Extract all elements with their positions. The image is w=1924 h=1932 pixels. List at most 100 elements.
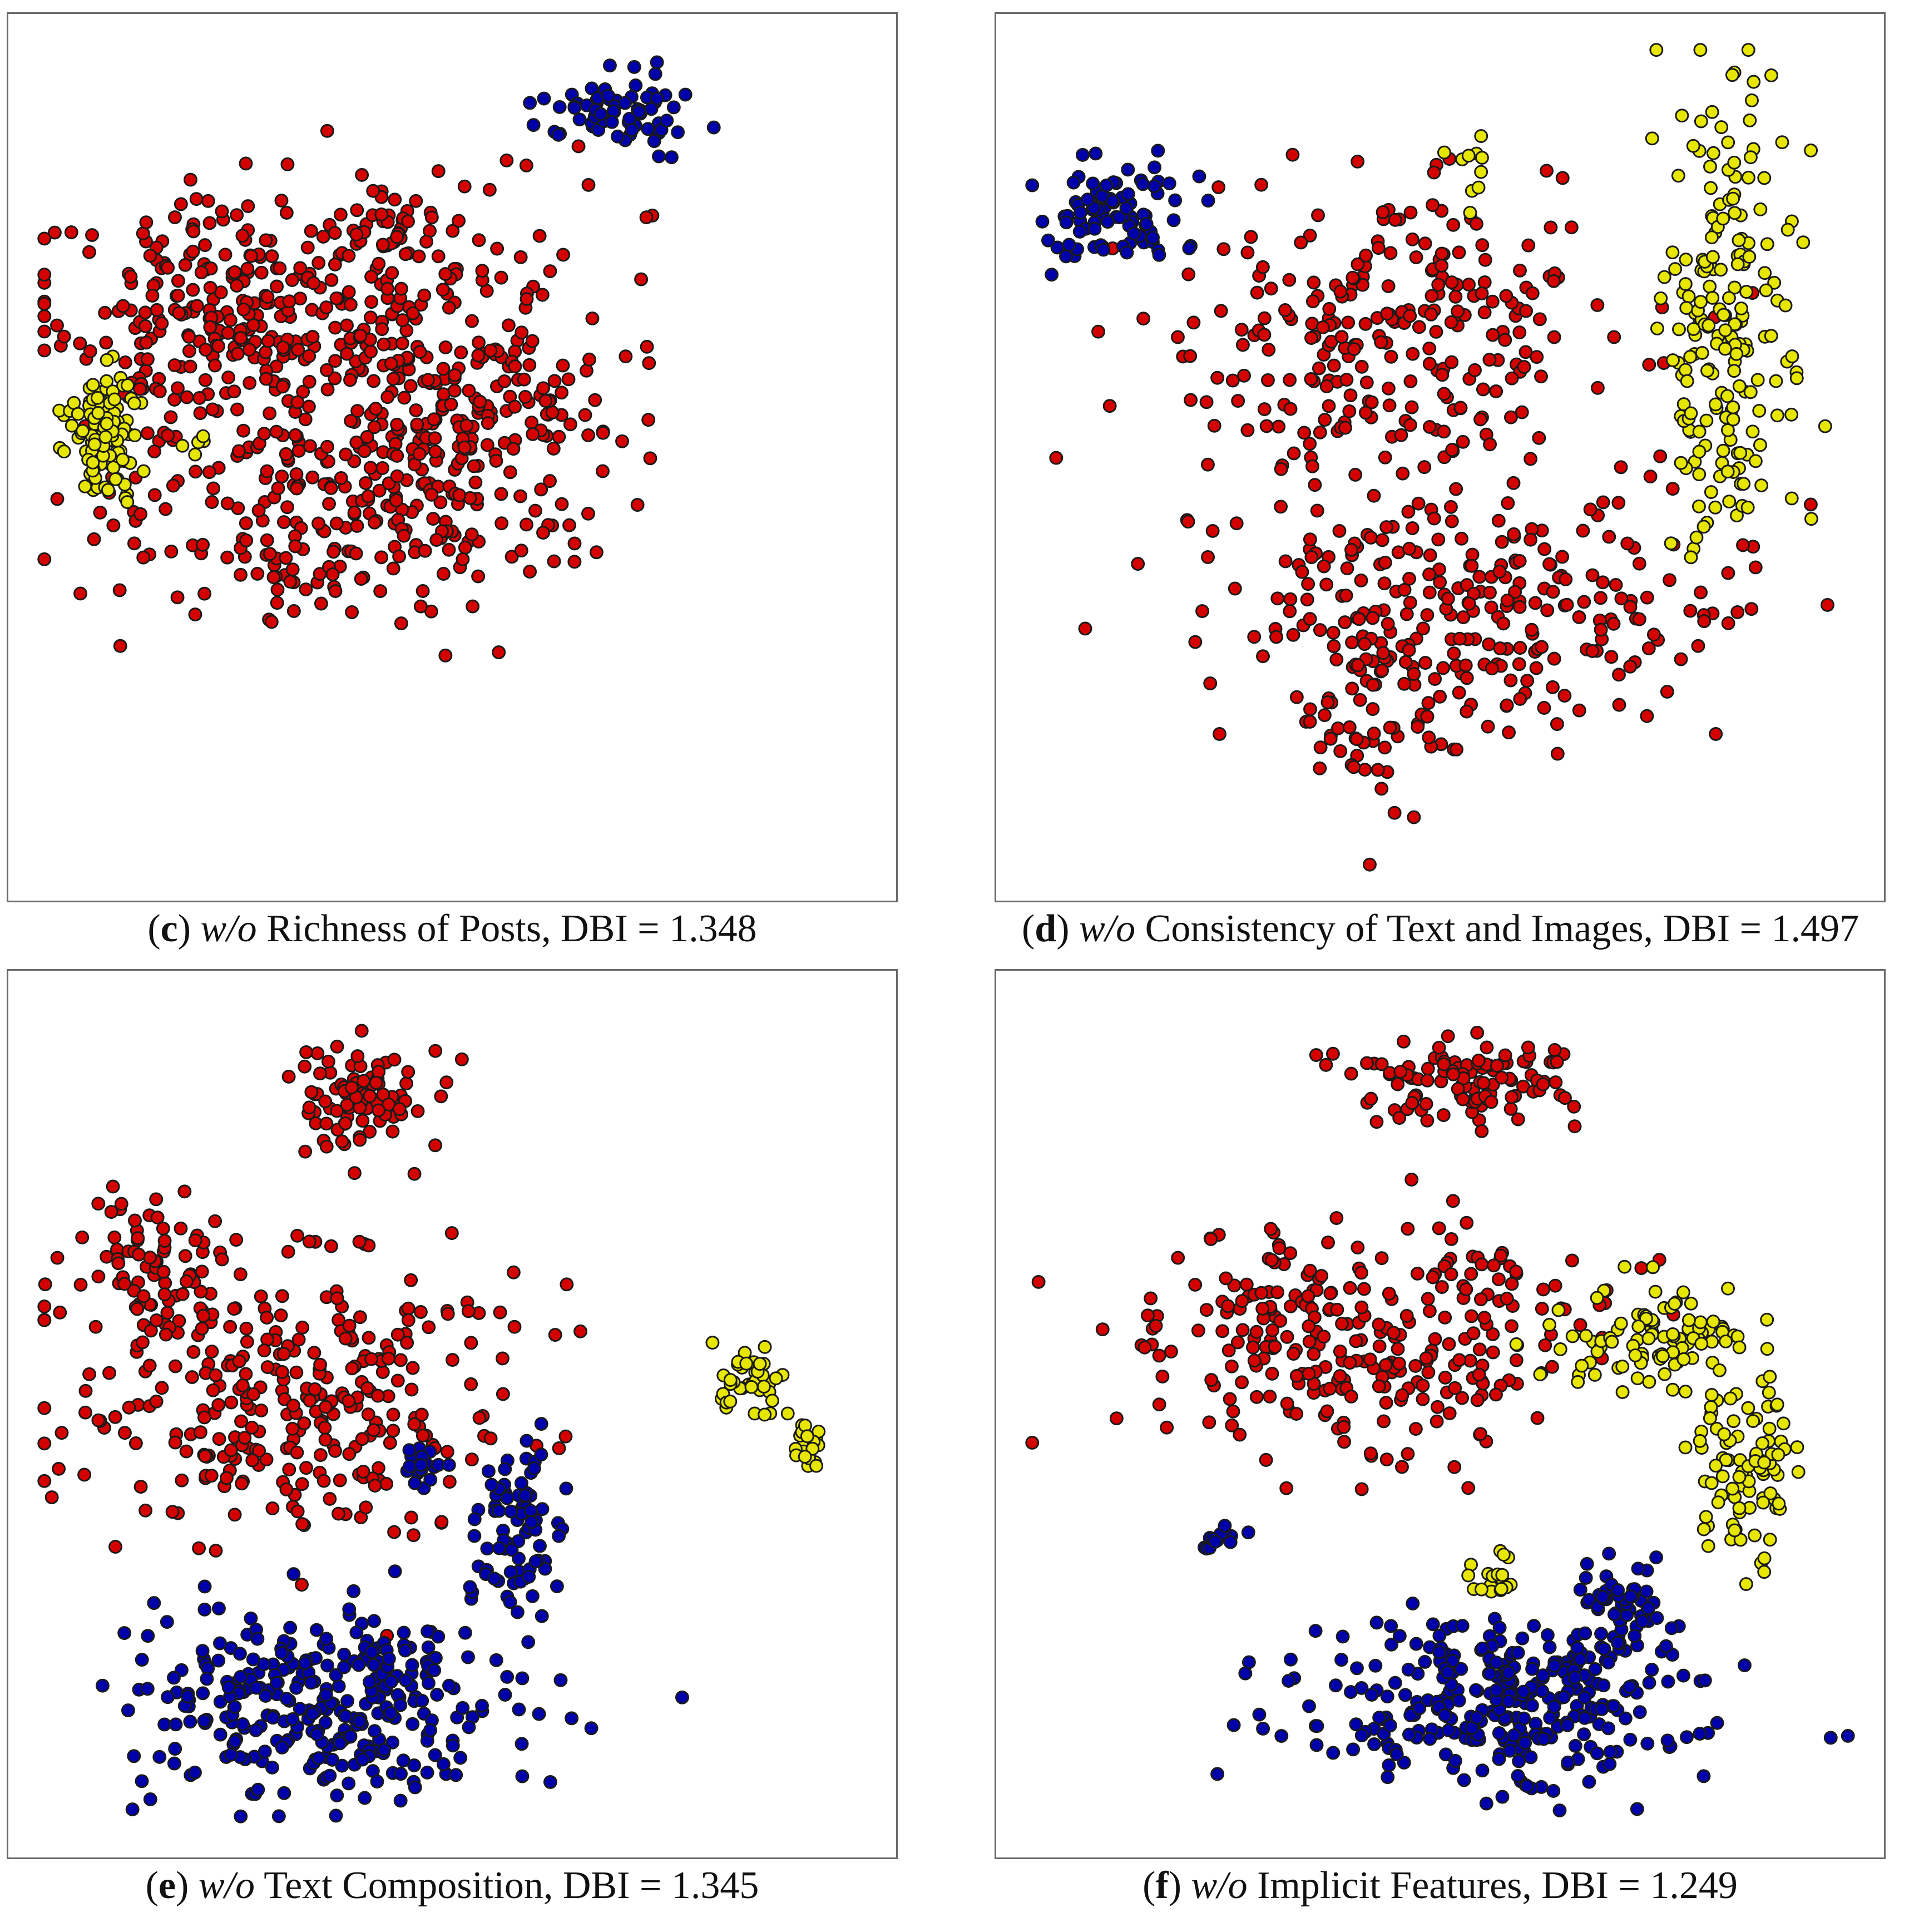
scatter-point <box>355 167 369 182</box>
scatter-point <box>1553 1342 1567 1356</box>
scatter-point <box>547 554 561 569</box>
scatter-point <box>144 1323 158 1338</box>
scatter-point <box>1341 315 1356 330</box>
scatter-point <box>431 164 446 179</box>
scatter-point <box>1372 1317 1386 1332</box>
scatter-point <box>1307 1347 1321 1361</box>
scatter-point <box>1614 591 1629 606</box>
scatter-point <box>1594 1627 1608 1641</box>
scatter-point <box>1649 43 1664 57</box>
scatter-point <box>1468 363 1482 377</box>
scatter-point <box>422 1320 436 1335</box>
scatter-point <box>285 1712 300 1726</box>
scatter-point <box>1460 1215 1474 1230</box>
scatter-point <box>1473 1427 1487 1441</box>
scatter-point <box>280 1692 294 1706</box>
scatter-point <box>1500 1292 1514 1306</box>
scatter-point <box>1550 717 1564 732</box>
scatter-series-0 <box>1025 1025 1680 1496</box>
scatter-point <box>1445 355 1459 369</box>
scatter-point <box>1430 1400 1445 1414</box>
scatter-point <box>1623 1732 1638 1747</box>
scatter-point <box>666 100 681 115</box>
scatter-point <box>333 207 348 222</box>
scatter-point <box>1323 1381 1337 1396</box>
scatter-point <box>1471 180 1486 195</box>
scatter-point <box>37 231 52 246</box>
scatter-point <box>37 268 52 282</box>
scatter-point <box>374 207 389 221</box>
scatter-point <box>1309 1048 1323 1062</box>
scatter-point <box>320 123 334 138</box>
scatter-point <box>1684 550 1698 565</box>
scatter-point <box>1357 1282 1371 1296</box>
scatter-point <box>1353 693 1367 707</box>
scatter-point <box>1421 1061 1435 1076</box>
scatter-point <box>149 1192 164 1207</box>
scatter-point <box>1653 449 1668 463</box>
scatter-point <box>400 1336 414 1350</box>
scatter-point <box>239 1367 253 1381</box>
scatter-point <box>464 1452 479 1467</box>
scatter-point <box>1112 210 1127 225</box>
scatter-point <box>809 1459 823 1473</box>
scatter-point <box>1307 275 1321 290</box>
scatter-point <box>642 356 656 370</box>
scatter-point <box>1287 1347 1300 1361</box>
scatter-point <box>1721 566 1735 580</box>
scatter-point <box>1678 363 1693 377</box>
scatter-point <box>421 1640 436 1654</box>
scatter-point <box>169 1717 183 1732</box>
scatter-point <box>381 1351 395 1366</box>
scatter-point <box>522 358 537 372</box>
scatter-point <box>185 1370 199 1385</box>
scatter-point <box>328 258 342 271</box>
scatter-point <box>244 1611 258 1625</box>
scatter-point <box>1397 676 1412 691</box>
scatter-point <box>1641 1601 1656 1615</box>
scatter-point <box>298 412 313 427</box>
scatter-point <box>117 1426 132 1440</box>
scatter-point <box>157 1287 172 1302</box>
scatter-point <box>1444 1267 1458 1282</box>
scatter-point <box>552 429 566 444</box>
scatter-point <box>168 1435 182 1450</box>
scatter-point <box>199 343 213 357</box>
scatter-point <box>1674 456 1688 470</box>
scatter-point <box>1072 224 1087 239</box>
scatter-point <box>1645 131 1659 146</box>
scatter-point <box>1491 513 1506 528</box>
scatter-point <box>473 394 487 409</box>
scatter-point <box>1512 325 1527 339</box>
scatter-point <box>1359 248 1373 263</box>
scatter-point <box>186 224 201 239</box>
scatter-point <box>1095 1322 1110 1337</box>
scatter-point <box>671 125 685 140</box>
scatter-point <box>289 467 304 481</box>
scatter-point <box>293 1702 307 1716</box>
scatter-point <box>367 1423 381 1437</box>
scatter-point <box>77 1467 92 1482</box>
scatter-point <box>403 1459 417 1474</box>
scatter-point <box>483 1431 498 1446</box>
scatter-point <box>1475 1641 1490 1656</box>
scatter-point <box>452 488 467 502</box>
scatter-point <box>1421 1365 1436 1380</box>
scatter-point <box>417 288 432 303</box>
scatter-point <box>1546 585 1560 599</box>
scatter-point <box>1694 585 1708 600</box>
scatter-point <box>1394 428 1408 442</box>
scatter-point <box>221 370 236 384</box>
scatter-point <box>1329 653 1344 666</box>
scatter-point <box>1462 278 1476 292</box>
scatter-point <box>357 1074 371 1088</box>
scatter-point <box>367 515 382 530</box>
scatter-point <box>1407 667 1421 681</box>
scatter-point <box>522 1569 536 1584</box>
scatter-series-1 <box>52 349 211 510</box>
scatter-point <box>353 1310 367 1325</box>
scatter-point <box>1204 1373 1219 1387</box>
scatter-point <box>1412 320 1426 334</box>
scatter-point <box>644 102 659 116</box>
scatter-point <box>515 1769 530 1783</box>
